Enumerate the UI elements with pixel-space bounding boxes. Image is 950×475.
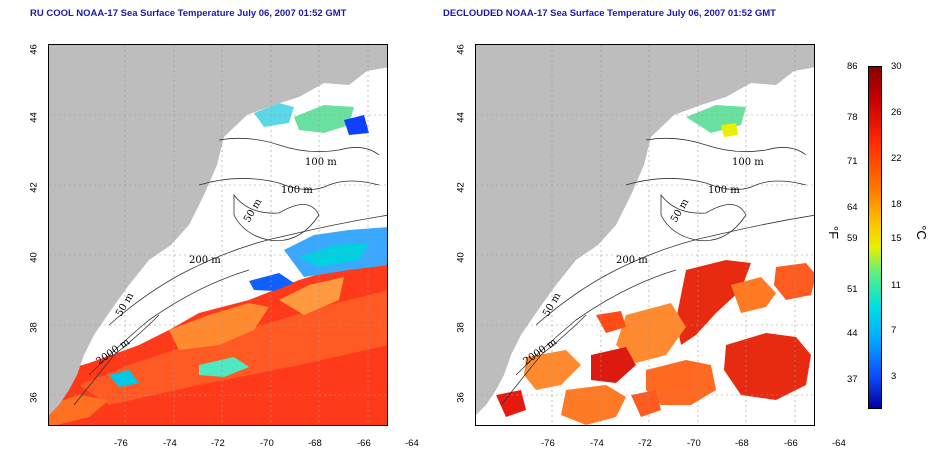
celsius-tick-15: 15 <box>891 233 902 244</box>
lon-tick-72: -72 <box>638 438 652 449</box>
lon-tick-70: -70 <box>687 438 701 449</box>
lon-tick-74: -74 <box>163 438 177 449</box>
fahrenheit-tick-59: 59 <box>847 233 858 244</box>
lon-tick-64: -64 <box>832 438 846 449</box>
lat-tick-44: 44 <box>28 112 40 123</box>
contour-label-100m-b: 100 m <box>708 185 740 196</box>
lat-tick-40: 40 <box>28 252 40 263</box>
celsius-tick-18: 18 <box>891 199 902 210</box>
lon-tick-68: -68 <box>308 438 322 449</box>
land-mass <box>49 45 387 415</box>
fahrenheit-tick-64: 64 <box>847 202 858 213</box>
land-mass <box>476 45 814 415</box>
fahrenheit-tick-37: 37 <box>847 374 858 385</box>
lat-tick-36: 36 <box>28 392 40 403</box>
celsius-tick-11: 11 <box>891 280 901 291</box>
celsius-tick-7: 7 <box>891 325 897 336</box>
lat-tick-46: 46 <box>455 44 467 55</box>
lon-tick-64: -64 <box>405 438 419 449</box>
ocean-sst-field <box>49 57 387 425</box>
lon-tick-66: -66 <box>357 438 371 449</box>
contour-label-100m-a: 100 m <box>305 157 337 168</box>
left-sst-map[interactable]: 100 m 100 m 50 m 200 m 50 m 2000 m <box>48 44 388 426</box>
celsius-tick-26: 26 <box>891 107 902 118</box>
fahrenheit-tick-86: 86 <box>847 61 858 72</box>
celsius-tick-3: 3 <box>891 371 897 382</box>
temperature-colorbar <box>868 66 882 409</box>
lat-tick-46: 46 <box>28 44 40 55</box>
celsius-unit-label: °C <box>913 225 929 240</box>
right-sst-map[interactable]: 100 m 100 m 50 m 200 m 50 m 2000 m <box>475 44 815 426</box>
lat-tick-42: 42 <box>455 182 467 193</box>
celsius-tick-22: 22 <box>891 153 902 164</box>
contour-label-50m: 50 m <box>669 197 691 225</box>
fahrenheit-unit-label: °F <box>826 225 842 240</box>
contour-label-200m: 200 m <box>189 255 221 266</box>
lat-tick-40: 40 <box>455 252 467 263</box>
lon-tick-76: -76 <box>541 438 555 449</box>
left-map-title: RU COOL NOAA-17 Sea Surface Temperature … <box>30 8 347 19</box>
contour-label-200m: 200 m <box>616 255 648 266</box>
lon-tick-72: -72 <box>211 438 225 449</box>
fahrenheit-tick-78: 78 <box>847 112 858 123</box>
lon-tick-70: -70 <box>260 438 274 449</box>
contour-label-100m-b: 100 m <box>281 185 313 196</box>
celsius-tick-30: 30 <box>891 61 902 72</box>
lat-tick-38: 38 <box>28 322 40 333</box>
fahrenheit-tick-71: 71 <box>847 156 858 167</box>
fahrenheit-tick-51: 51 <box>847 284 858 295</box>
contour-label-100m-a: 100 m <box>732 157 764 168</box>
lat-tick-36: 36 <box>455 392 467 403</box>
lat-tick-44: 44 <box>455 112 467 123</box>
ocean-sst-field <box>476 57 814 425</box>
lat-tick-38: 38 <box>455 322 467 333</box>
lat-tick-42: 42 <box>28 182 40 193</box>
lon-tick-66: -66 <box>784 438 798 449</box>
grid-lines <box>49 45 387 425</box>
bathymetry-contours <box>500 137 814 406</box>
contour-label-50m: 50 m <box>242 197 264 225</box>
lon-tick-76: -76 <box>114 438 128 449</box>
fahrenheit-tick-44: 44 <box>847 328 858 339</box>
lon-tick-68: -68 <box>735 438 749 449</box>
bathymetry-contours <box>73 137 387 406</box>
right-map-title: DECLOUDED NOAA-17 Sea Surface Temperatur… <box>443 8 776 19</box>
grid-lines <box>476 45 814 425</box>
lon-tick-74: -74 <box>590 438 604 449</box>
